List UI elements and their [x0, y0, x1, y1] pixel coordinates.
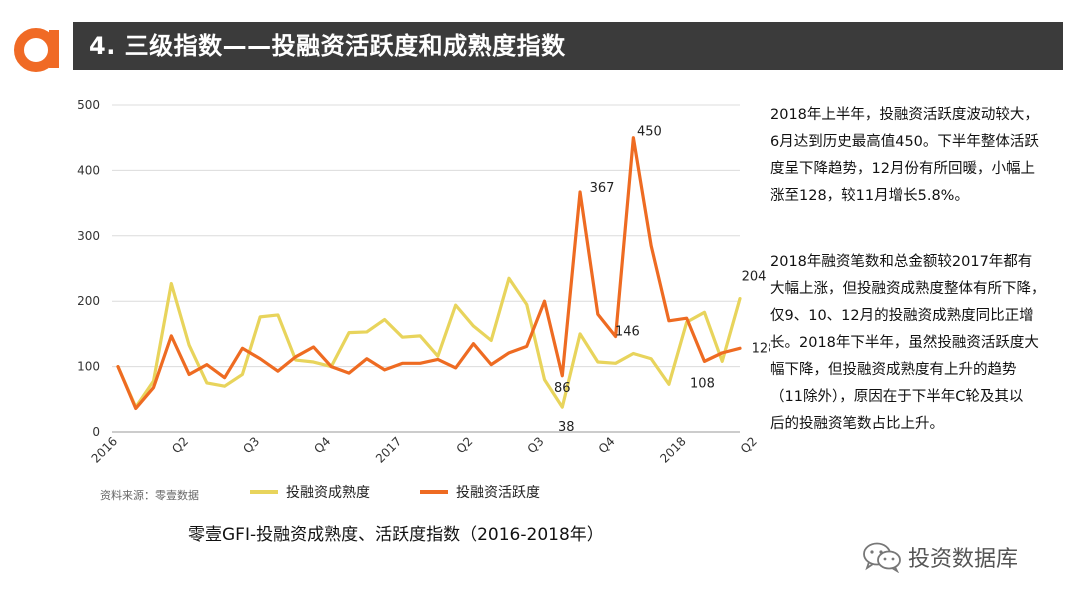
- y-tick-label: 300: [77, 229, 100, 243]
- data-label: 108: [690, 376, 715, 391]
- chart-caption: 零壹GFI-投融资成熟度、活跃度指数（2016-2018年）: [188, 525, 604, 545]
- data-label: 86: [554, 381, 571, 396]
- data-label: 367: [590, 181, 615, 196]
- legend-label: 投融资成熟度: [286, 485, 370, 501]
- title-bar: 4. 三级指数——投融资活跃度和成熟度指数: [73, 22, 1063, 70]
- page-title: 4. 三级指数——投融资活跃度和成熟度指数: [89, 32, 566, 60]
- desc-line: 幅下降，但投融资成熟度有上升的趋势: [770, 362, 1017, 378]
- x-tick-label: Q4: [596, 434, 618, 456]
- x-tick-label: 2017: [373, 434, 404, 465]
- x-tick-label: Q3: [240, 434, 262, 456]
- x-tick-label: Q2: [454, 434, 476, 456]
- legend-label: 投融资活跃度: [456, 485, 540, 501]
- desc-line: 2018年融资笔数和总金额较2017年都有: [770, 254, 1033, 270]
- description-paragraph-2: 2018年融资笔数和总金额较2017年都有 大幅上涨，但投融资成熟度整体有所下降…: [770, 249, 1070, 438]
- data-label: 450: [637, 125, 662, 140]
- x-tick-label: 2018: [657, 434, 688, 465]
- desc-line: 后的投融资笔数占比上升。: [770, 416, 944, 432]
- series-line-1: [116, 276, 742, 409]
- data-label: 128: [752, 341, 770, 356]
- desc-line: 长。2018年下半年，虽然投融资活跃度大: [770, 335, 1039, 351]
- y-tick-label: 500: [77, 98, 100, 112]
- y-tick-label: 400: [77, 163, 100, 177]
- desc-line: 大幅上涨，但投融资成熟度整体有所下降，: [770, 281, 1046, 297]
- desc-line: 2018年上半年，投融资活跃度波动较大，: [770, 107, 1039, 123]
- source-note: 资料来源：零壹数据: [100, 489, 199, 502]
- desc-line: 度呈下降趋势，12月份有所回暖，小幅上: [770, 161, 1035, 177]
- desc-line: （11除外），原因在于下半年C轮及其以: [770, 389, 1024, 405]
- series-line-2: [116, 136, 742, 411]
- x-tick-label: Q3: [525, 434, 547, 456]
- y-tick-label: 100: [77, 360, 100, 374]
- desc-line: 涨至128，较11月增长5.8%。: [770, 188, 969, 204]
- wechat-watermark: 投资数据库: [862, 541, 1018, 573]
- wechat-icon: [863, 542, 901, 573]
- data-label: 38: [558, 420, 575, 435]
- brand-logo-icon: [14, 28, 59, 72]
- wechat-account-name: 投资数据库: [908, 547, 1019, 572]
- x-tick-label: Q2: [738, 434, 760, 456]
- x-tick-label: Q2: [169, 434, 191, 456]
- y-tick-label: 0: [92, 425, 100, 439]
- description-paragraph-1: 2018年上半年，投融资活跃度波动较大， 6月达到历史最高值450。下半年整体活…: [770, 102, 1070, 210]
- desc-line: 仅9、10、12月的投融资成熟度同比正增: [770, 308, 1034, 324]
- y-tick-label: 200: [77, 294, 100, 308]
- desc-line: 6月达到历史最高值450。下半年整体活跃: [770, 134, 1039, 150]
- data-label: 204: [742, 270, 767, 285]
- data-label: 146: [615, 325, 640, 340]
- x-tick-label: Q4: [311, 434, 333, 456]
